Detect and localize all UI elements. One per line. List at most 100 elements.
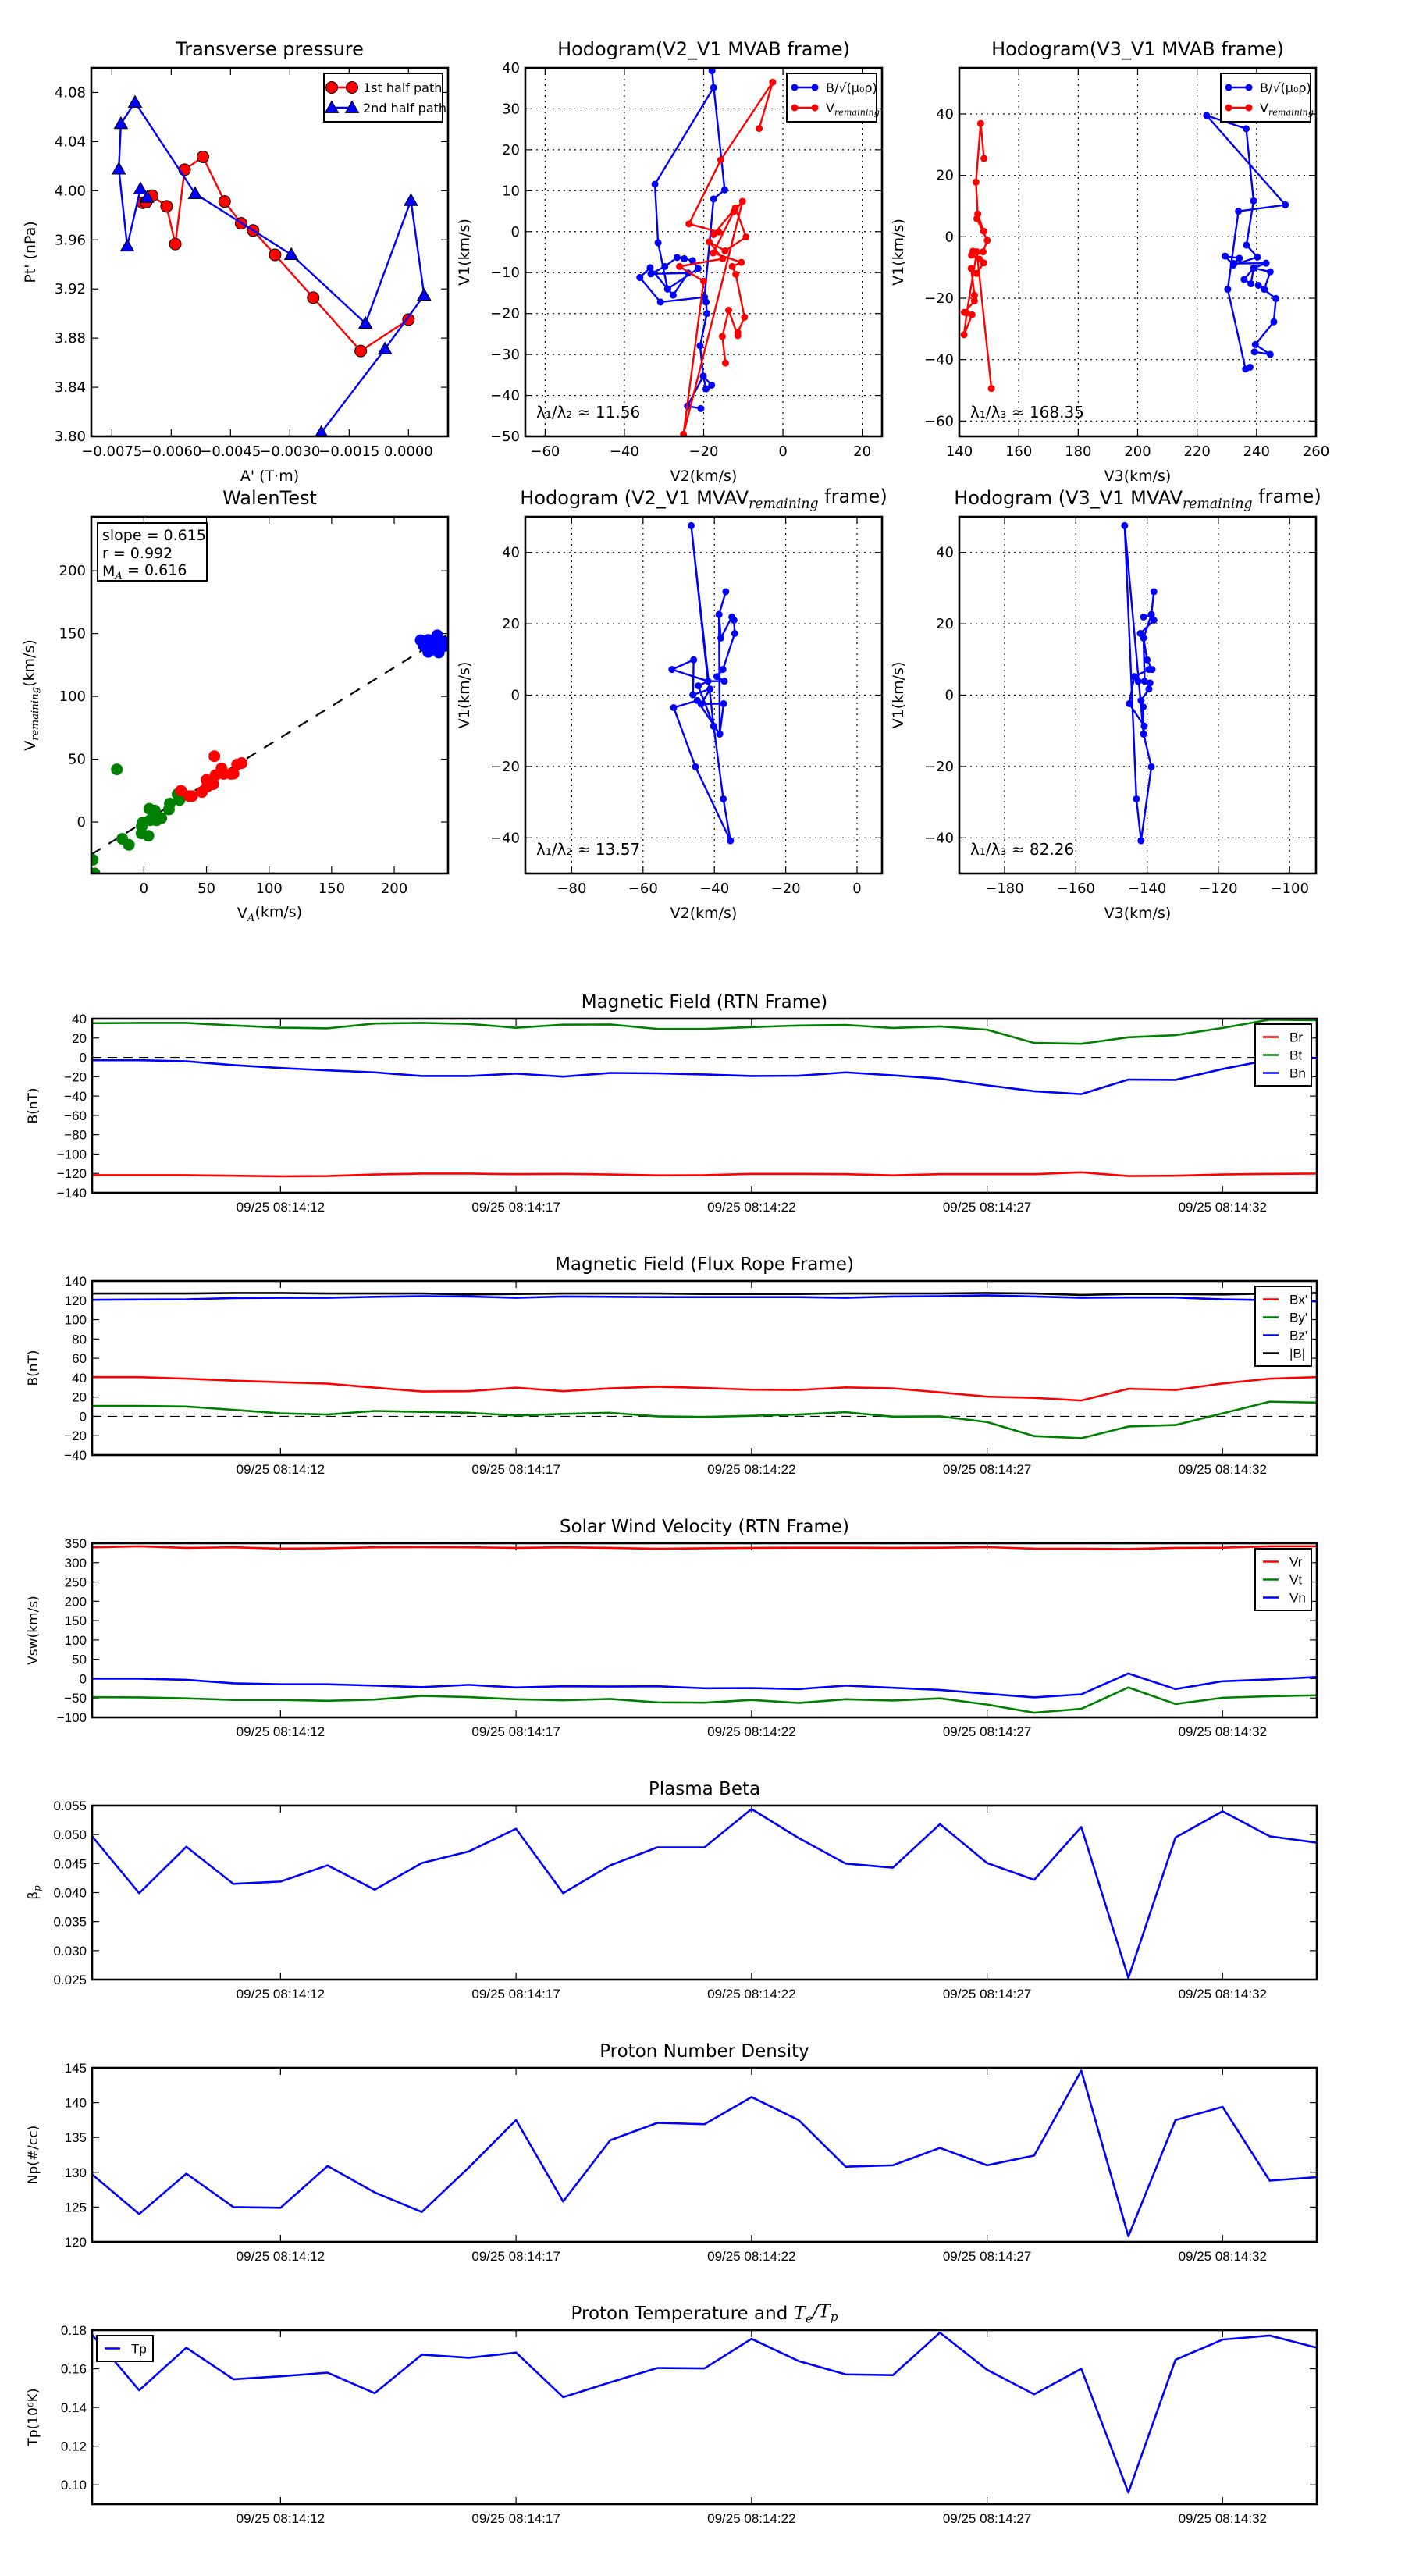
data-point [1250, 197, 1257, 205]
scatter-point [186, 790, 198, 802]
data-point [769, 78, 777, 86]
data-point [1243, 125, 1250, 133]
x-tick-label: 160 [1005, 443, 1032, 460]
y-tick-label: 0.14 [61, 2400, 87, 2415]
data-point [1254, 281, 1262, 289]
eigenvalue-ratio-label: λ₁/λ₃ ≈ 82.26 [970, 840, 1074, 859]
series-By' [92, 1400, 1317, 1439]
data-point [1262, 259, 1270, 267]
series-line [92, 1375, 1317, 1402]
data-point [681, 254, 688, 262]
y-tick-label: 0.12 [61, 2439, 87, 2454]
y-axis-label: Vremaining(km/s) [20, 639, 41, 751]
x-tick-label: 50 [197, 881, 215, 897]
y-tick-label: −40 [924, 830, 954, 846]
data-point [218, 195, 231, 208]
plot-area [92, 1019, 1317, 1178]
legend-label: Vremaining [1260, 101, 1314, 117]
series-Vr [92, 1545, 1317, 1550]
x-tick-label: 0 [778, 443, 787, 460]
series-line [92, 1171, 1317, 1178]
y-tick-label: 0.025 [53, 1973, 87, 1987]
data-point [636, 274, 644, 282]
series-red [175, 750, 248, 802]
plasma-beta-panel: 09/25 08:14:12 09/25 08:14:17 09/25 08:14:… [26, 1779, 1318, 2001]
series-line [92, 1292, 1317, 1297]
x-tick-label: 09/25 08:14:12 [237, 2249, 325, 2264]
stats-box-frame [97, 522, 208, 582]
data-point [697, 700, 705, 708]
eigenvalue-ratio-label: λ₁/λ₃ ≈ 168.35 [970, 403, 1084, 422]
series-V_remaining [676, 78, 777, 436]
data-point [718, 333, 726, 340]
y-axis-label: βp [26, 1885, 43, 1900]
data-point [738, 197, 746, 205]
series-line [92, 2069, 1317, 2238]
data-point [416, 287, 432, 301]
axes-frame [90, 515, 450, 875]
y-tick-label: 0.040 [53, 1886, 87, 1901]
data-point [1145, 685, 1153, 693]
data-point [685, 220, 693, 228]
magnetic-field-rtn-panel: 09/25 08:14:12 09/25 08:14:17 09/25 08:14:… [26, 992, 1318, 1215]
data-point [1266, 350, 1274, 358]
data-point [1140, 678, 1148, 685]
y-tick-label: 0 [80, 1051, 87, 1066]
series-line [92, 1057, 1317, 1095]
data-point [1236, 254, 1243, 262]
y-axis-label: Np(#/cc) [26, 2126, 41, 2184]
legend-frame [323, 73, 443, 123]
y-tick-label: 0 [945, 229, 954, 245]
series-line [1123, 525, 1155, 841]
data-point [717, 634, 724, 642]
x-tick-label: 09/25 08:14:17 [471, 2511, 560, 2526]
data-point [1130, 673, 1138, 681]
x-tick-label: −40 [699, 881, 729, 897]
data-point [979, 248, 987, 256]
y-axis-label: V1(km/s) [456, 662, 473, 729]
data-point [689, 691, 697, 699]
legend-label: Bn [1289, 1066, 1306, 1081]
data-point [1243, 241, 1250, 249]
data-point [1140, 703, 1147, 711]
x-tick-label: 240 [1243, 443, 1270, 460]
series-line [118, 101, 425, 433]
data-point [1140, 730, 1147, 738]
plot-area [1121, 521, 1158, 845]
y-tick-label: 125 [65, 2200, 87, 2215]
data-point [673, 254, 681, 262]
legend-label: 1st half path [363, 80, 442, 95]
series-Bx' [92, 1375, 1317, 1402]
data-point [1270, 318, 1278, 326]
y-tick-label: 100 [59, 688, 86, 705]
data-point [670, 703, 678, 711]
series-line [92, 1672, 1317, 1699]
x-tick-label: −0.0015 [318, 443, 379, 460]
y-tick-label: 20 [502, 616, 520, 632]
data-point [651, 180, 659, 188]
data-point [710, 230, 717, 238]
series-Vn [92, 1672, 1317, 1699]
data-point [710, 249, 717, 257]
data-point [690, 656, 698, 664]
series-Bt [92, 1019, 1317, 1045]
data-point [699, 372, 707, 380]
legend-marker [791, 84, 799, 91]
legend-marker [346, 81, 358, 94]
x-tick-label: −60 [628, 881, 658, 897]
data-point [987, 385, 995, 393]
y-tick-label: 40 [72, 1012, 87, 1026]
transverse-pressure-panel: −0.0075−0.0060−0.0045−0.0030−0.0015 0.000… [22, 38, 450, 485]
x-tick-label: 0.0000 [384, 443, 433, 460]
y-tick-label: 250 [65, 1575, 87, 1590]
legend-label: Bt [1289, 1048, 1302, 1063]
data-point [713, 673, 720, 681]
y-tick-label: 40 [502, 60, 520, 76]
data-point [196, 150, 209, 163]
data-point [140, 190, 155, 203]
data-point [720, 186, 728, 194]
legend-marker [811, 104, 819, 112]
series-B [668, 521, 738, 845]
data-point [357, 315, 373, 329]
